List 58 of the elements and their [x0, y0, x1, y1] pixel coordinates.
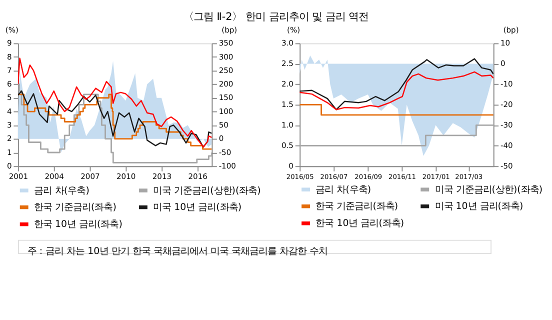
- y2-tick-label: 0: [500, 59, 506, 68]
- x-tick-label: 2013: [152, 172, 172, 181]
- legend-label: 금리 차(우축): [34, 185, 90, 196]
- y2-tick-label: -50: [500, 162, 514, 170]
- x-tick-label: 2001: [8, 172, 28, 181]
- x-tick-label: 2010: [116, 172, 136, 181]
- legend-label: 한국 10년 금리(좌축): [316, 218, 404, 230]
- y-tick-label: 1: [7, 148, 12, 157]
- y-axis-title: (%): [5, 25, 18, 34]
- y2-axis-title: (bp): [503, 25, 519, 34]
- y-tick-label: 0: [288, 162, 294, 170]
- y-tick-label: 3: [7, 120, 12, 130]
- y2-tick-label: 150: [218, 93, 234, 102]
- y-tick-label: 0: [7, 162, 12, 170]
- legend-label: 미국 기준금리(상한)(좌축): [434, 184, 543, 196]
- y-axis-title: (%): [287, 25, 300, 34]
- y-tick-label: 2.0: [281, 80, 294, 89]
- y-tick-label: 3.0: [281, 38, 294, 48]
- legend-label: 미국 10년 금리(좌축): [434, 201, 524, 212]
- y2-axis-title: (bp): [222, 25, 238, 34]
- legend-label: 한국 10년 금리(좌축): [34, 219, 122, 230]
- x-tick-label: 2016: [188, 172, 208, 181]
- y2-tick-label: 300: [218, 52, 234, 62]
- y-tick-label: 6: [7, 80, 12, 89]
- x-tick-label: 2007: [80, 172, 100, 181]
- y-tick-label: 4: [7, 106, 12, 116]
- y2-tick-label: 350: [218, 38, 234, 48]
- y-tick-label: 5: [7, 93, 12, 102]
- y2-tick-label: 100: [218, 106, 234, 116]
- y-tick-label: 8: [7, 52, 12, 62]
- y2-tick-label: 0: [218, 134, 224, 144]
- legend-label: 한국 기준금리(좌축): [316, 201, 398, 212]
- text: 주 : 금리 차는 10년 만기 한국 국채금리에서 미국 국채금리를 차감한 수치: [27, 246, 328, 258]
- y2-tick-label: -100: [218, 162, 236, 170]
- y2-tick-label: 10: [500, 38, 510, 48]
- line-series: [300, 58, 494, 110]
- legend-label: 금리 차(우축): [316, 184, 372, 196]
- legend-label: 한국 기준금리(좌축): [34, 202, 116, 214]
- y-tick-label: 1.0: [281, 120, 294, 130]
- y-tick-label: 0.5: [281, 141, 294, 150]
- y2-tick-label: 50: [218, 120, 229, 130]
- y2-tick-label: 200: [218, 80, 234, 89]
- y2-tick-label: -20: [500, 100, 514, 110]
- y-tick-label: 7: [7, 66, 12, 75]
- y2-tick-label: -10: [500, 80, 514, 89]
- y-tick-label: 2: [7, 134, 12, 144]
- y2-tick-label: -30: [500, 120, 514, 130]
- y2-tick-label: 250: [218, 66, 234, 75]
- y-tick-label: 9: [7, 38, 12, 48]
- line-series: [300, 71, 494, 110]
- text: 〈그림 Ⅱ-2〉 한미 금리추이 및 금리 역전: [183, 11, 369, 24]
- y2-tick-label: -40: [500, 141, 514, 150]
- y2-tick-label: -50: [218, 148, 232, 157]
- legend-label: 미국 10년 금리(좌축): [153, 202, 242, 214]
- legend-label: 미국 기준금리(상한)(좌축): [153, 185, 261, 196]
- y-tick-label: 1.5: [281, 100, 294, 110]
- x-tick-label: 2004: [44, 172, 64, 181]
- y-tick-label: 2.5: [281, 59, 294, 68]
